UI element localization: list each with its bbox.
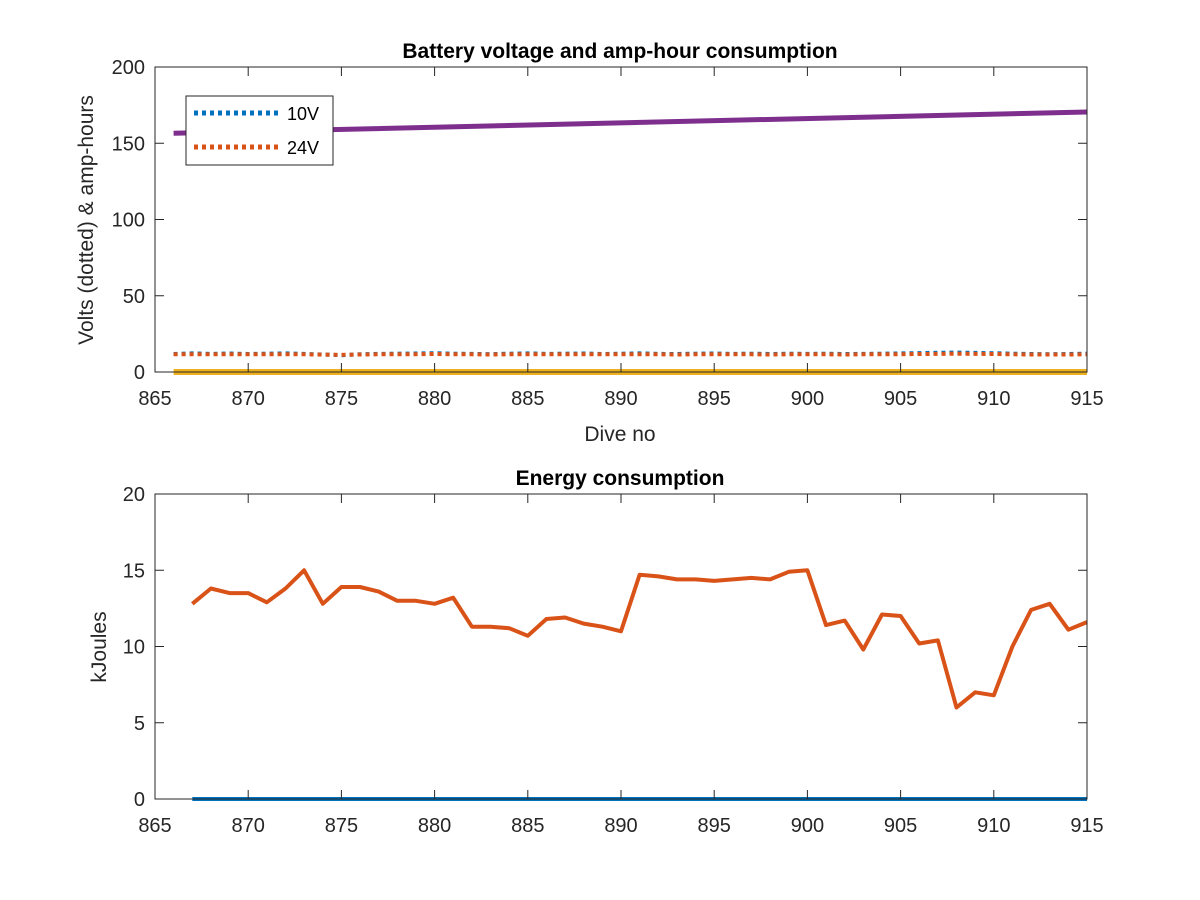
legend-label-24v: 24V — [287, 138, 319, 158]
energy-ticks-group: 865 870 875 880 885 890 895 900 905 910 915 0 5 10 15 2… — [123, 484, 1104, 837]
energy-x-tick-label: 900 — [791, 815, 824, 837]
voltage-x-tick-label: 870 — [232, 388, 265, 410]
energy-y-tick-label: 10 — [123, 637, 145, 659]
voltage-y-tick-label: 100 — [112, 210, 145, 232]
energy-x-tick-label: 865 — [138, 815, 171, 837]
voltage-x-tick-label: 890 — [604, 388, 637, 410]
voltage-x-tick-label: 880 — [418, 388, 451, 410]
voltage-x-tick-label: 905 — [884, 388, 917, 410]
energy-y-tick-label: 0 — [134, 789, 145, 811]
energy-x-tick-label: 890 — [604, 815, 637, 837]
energy-x-tick-label: 910 — [977, 815, 1010, 837]
energy-series-line-1 — [191, 568, 1088, 710]
energy-x-tick-label: 875 — [325, 815, 358, 837]
energy-y-tick-label: 15 — [123, 560, 145, 582]
energy-x-tick-label: 915 — [1070, 815, 1103, 837]
voltage-y-tick-label: 0 — [134, 362, 145, 384]
voltage-x-tick-label: 895 — [698, 388, 731, 410]
voltage-x-tick-label: 865 — [138, 388, 171, 410]
energy-x-tick-label: 870 — [232, 815, 265, 837]
energy-y-axis-label: kJoules — [88, 611, 111, 682]
energy-chart-title: Energy consumption — [516, 467, 725, 490]
energy-axes: Energy consumption kJoules 865 870 875 880 8… — [88, 467, 1104, 837]
voltage-x-axis-label: Dive no — [584, 423, 655, 446]
voltage-x-tick-label: 915 — [1070, 388, 1103, 410]
voltage-x-tick-label: 910 — [977, 388, 1010, 410]
voltage-ticks-group: 865 870 875 880 885 890 895 900 905 910 915 0 50 100 1… — [112, 57, 1104, 410]
energy-y-tick-label: 20 — [123, 484, 145, 506]
voltage-x-tick-label: 900 — [791, 388, 824, 410]
voltage-y-axis-label: Volts (dotted) & amp-hours — [75, 95, 98, 345]
energy-x-tick-label: 895 — [698, 815, 731, 837]
voltage-axes: Battery voltage and amp-hour consumption… — [75, 40, 1104, 446]
voltage-chart-title: Battery voltage and amp-hour consumption — [402, 40, 837, 63]
energy-x-tick-label: 905 — [884, 815, 917, 837]
energy-x-tick-label: 885 — [511, 815, 544, 837]
legend-label-10v: 10V — [287, 104, 319, 124]
voltage-y-tick-label: 50 — [123, 286, 145, 308]
legend-box — [185, 95, 334, 166]
voltage-legend: 10V 24V — [185, 95, 334, 166]
voltage-x-tick-label: 875 — [325, 388, 358, 410]
energy-y-tick-label: 5 — [134, 713, 145, 735]
voltage-y-tick-label: 200 — [112, 57, 145, 79]
voltage-x-tick-label: 885 — [511, 388, 544, 410]
energy-x-tick-label: 880 — [418, 815, 451, 837]
voltage-y-tick-label: 150 — [112, 133, 145, 155]
voltage-series-line-24v — [173, 351, 1088, 357]
